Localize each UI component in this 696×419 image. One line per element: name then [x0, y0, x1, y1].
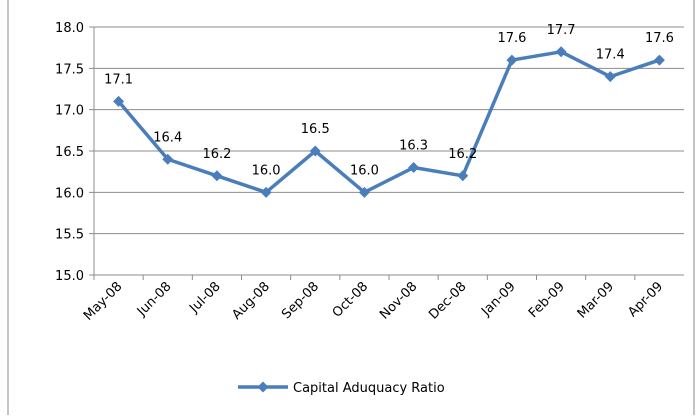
point-marker	[506, 54, 518, 66]
data-label: 16.2	[202, 147, 231, 162]
point-marker	[653, 54, 665, 66]
legend-marker	[257, 381, 269, 393]
x-tick-label: May-08	[81, 279, 125, 323]
y-tick-label: 16.5	[55, 145, 84, 160]
x-tick-label: Mar-09	[575, 279, 617, 321]
x-tick-label: Jan-09	[478, 279, 519, 320]
point-marker	[260, 186, 272, 198]
chart-frame	[7, 0, 695, 419]
y-tick-label: 17.0	[55, 104, 84, 119]
data-label: 16.4	[153, 130, 182, 145]
x-tick-label: Dec-08	[426, 279, 469, 322]
x-tick-label: Sep-08	[279, 279, 322, 322]
data-label: 16.2	[448, 147, 477, 162]
data-label: 17.7	[547, 23, 576, 38]
data-label: 16.5	[301, 122, 330, 137]
y-tick-label: 16.0	[55, 186, 84, 201]
point-marker	[211, 170, 223, 182]
data-label: 17.4	[596, 48, 625, 63]
x-tick-label: Feb-09	[526, 279, 568, 321]
data-label: 16.3	[399, 139, 428, 154]
point-marker	[457, 170, 469, 182]
series-line	[117, 50, 660, 195]
point-marker	[555, 46, 567, 58]
point-marker	[162, 153, 174, 165]
x-tick-label: Apr-09	[625, 279, 666, 320]
data-label: 17.6	[645, 31, 674, 46]
x-tick-label: Jul-08	[186, 279, 223, 316]
data-label: 16.0	[252, 163, 281, 178]
data-label: 17.1	[104, 72, 133, 87]
y-tick-label: 15.5	[55, 228, 84, 243]
x-tick-label: Oct-08	[330, 279, 372, 321]
y-tick-label: 15.0	[55, 269, 84, 284]
x-tick-label: Nov-08	[377, 279, 420, 322]
y-tick-label: 18.0	[55, 21, 84, 36]
legend-label: Capital Aduquacy Ratio	[293, 381, 445, 396]
x-tick-label: Jun-08	[134, 279, 175, 320]
point-marker	[408, 162, 420, 174]
y-tick-label: 17.5	[55, 62, 84, 77]
point-marker	[358, 186, 370, 198]
point-marker	[604, 71, 616, 83]
data-label: 16.0	[350, 163, 379, 178]
data-label: 17.6	[497, 31, 526, 46]
x-tick-label: Aug-08	[229, 279, 273, 323]
point-marker	[309, 145, 321, 157]
point-marker	[113, 95, 125, 107]
